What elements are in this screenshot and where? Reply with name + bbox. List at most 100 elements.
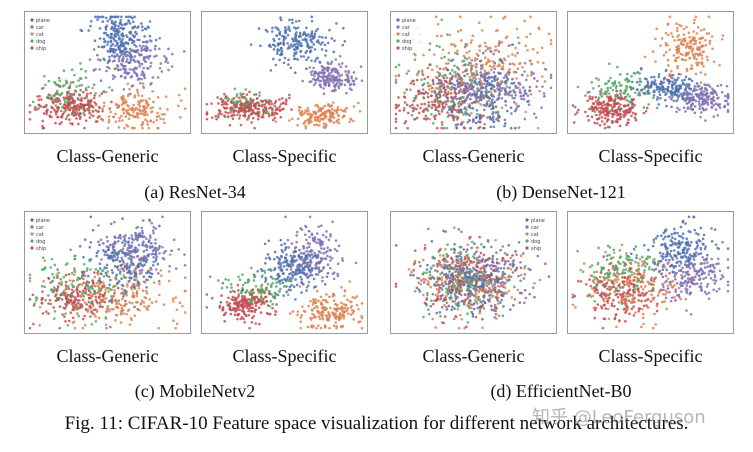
scatter-point-plane <box>448 72 452 75</box>
scatter-point-car <box>315 123 319 127</box>
scatter-point-dog <box>110 100 113 104</box>
scatter-point-plane <box>300 291 303 294</box>
scatter-point-dog <box>263 103 267 106</box>
scatter-point-plane <box>283 26 287 29</box>
scatter-point-plane <box>126 241 130 244</box>
scatter-point-car <box>501 65 505 68</box>
scatter-point-car <box>148 298 152 301</box>
scatter-point-cat <box>227 97 231 101</box>
scatter-point-cat <box>102 274 106 278</box>
scatter-point-car <box>120 267 123 271</box>
scatter-point-plane <box>695 82 699 85</box>
scatter-point-cat <box>235 93 239 96</box>
scatter-point-car <box>136 108 140 111</box>
legend-marker-ship <box>30 25 34 29</box>
scatter-point-ship <box>344 70 347 73</box>
scatter-point-car <box>133 314 137 317</box>
scatter-point-ship <box>698 102 701 106</box>
scatter-point-car <box>701 50 704 54</box>
scatter-point-ship <box>340 79 344 82</box>
scatter-point-plane <box>658 93 662 97</box>
scatter-point-cat <box>414 97 417 101</box>
scatter-point-ship <box>672 99 676 103</box>
scatter-point-plane <box>241 288 245 292</box>
scatter-point-ship <box>143 244 147 248</box>
scatter-point-car <box>490 91 493 94</box>
scatter-point-dog <box>407 111 410 115</box>
scatter-point-car <box>318 120 322 123</box>
scatter-point-ship <box>140 229 144 233</box>
scatter-point-plane <box>690 104 693 108</box>
scatter-point-dog <box>77 283 80 287</box>
scatter-point-dog <box>415 116 419 120</box>
scatter-point-ship <box>125 58 129 61</box>
scatter-point-cat <box>598 90 602 93</box>
scatter-point-car <box>111 295 115 298</box>
scatter-plot-resnet-specific <box>205 15 364 130</box>
scatter-point-dog <box>274 99 278 103</box>
scatter-point-car <box>500 41 504 44</box>
scatter-point-cat <box>44 105 48 109</box>
scatter-point-plane <box>499 58 502 61</box>
scatter-point-plane <box>478 117 482 120</box>
scatter-point-car <box>174 326 178 330</box>
scatter-point-plane <box>274 63 278 67</box>
scatter-point-cat <box>76 312 79 315</box>
scatter-point-plane <box>140 62 144 66</box>
scatter-point-car <box>681 53 684 56</box>
scatter-point-dog <box>56 115 60 119</box>
scatter-point-car <box>345 106 349 110</box>
scatter-point-plane <box>130 237 134 240</box>
scatter-point-dog <box>88 304 92 308</box>
scatter-point-cat <box>84 70 87 73</box>
scatter-point-car <box>701 44 705 48</box>
scatter-point-car <box>471 34 475 38</box>
scatter-point-ship <box>317 71 321 75</box>
scatter-point-ship <box>149 266 152 270</box>
scatter-point-plane <box>293 48 297 51</box>
scatter-point-plane <box>158 244 161 248</box>
scatter-point-plane <box>131 16 134 20</box>
scatter-point-cat <box>243 96 247 100</box>
scatter-point-plane <box>111 258 115 262</box>
scatter-point-ship <box>122 67 126 71</box>
scatter-point-plane <box>668 79 672 83</box>
scatter-point-dog <box>115 313 118 317</box>
scatter-point-car <box>123 126 126 130</box>
scatter-point-car <box>142 280 146 283</box>
scatter-point-ship <box>341 259 345 262</box>
scatter-point-plane <box>655 98 659 101</box>
scatter-point-car <box>436 34 439 38</box>
scatter-point-car <box>143 108 146 111</box>
scatter-point-ship <box>506 77 510 81</box>
scatter-point-ship <box>301 79 305 83</box>
scatter-point-dog <box>612 99 616 103</box>
scatter-point-car <box>484 62 488 66</box>
scatter-point-car <box>516 67 520 71</box>
scatter-point-ship <box>716 114 720 117</box>
scatter-point-dog <box>239 123 243 127</box>
scatter-point-ship <box>502 76 506 79</box>
scatter-point-car <box>160 274 163 277</box>
scatter-point-plane <box>128 37 132 40</box>
scatter-point-plane <box>132 40 136 43</box>
scatter-point-plane <box>480 90 483 94</box>
scatter-point-plane <box>300 268 303 272</box>
scatter-point-ship <box>330 60 334 63</box>
scatter-point-ship <box>166 61 170 64</box>
scatter-point-ship <box>305 67 308 71</box>
scatter-point-ship <box>525 78 528 82</box>
scatter-point-plane <box>269 69 273 72</box>
scatter-point-plane <box>640 67 643 71</box>
scatter-point-car <box>695 57 698 61</box>
scatter-point-ship <box>322 92 326 96</box>
scatter-point-ship <box>720 90 724 94</box>
scatter-point-cat <box>600 88 603 91</box>
scatter-point-cat <box>461 90 464 94</box>
scatter-point-dog <box>78 117 82 120</box>
scatter-point-plane <box>519 95 523 98</box>
scatter-point-car <box>526 74 529 77</box>
scatter-point-ship <box>296 263 299 267</box>
scatter-point-plane <box>489 125 493 129</box>
scatter-point-car <box>434 86 438 90</box>
